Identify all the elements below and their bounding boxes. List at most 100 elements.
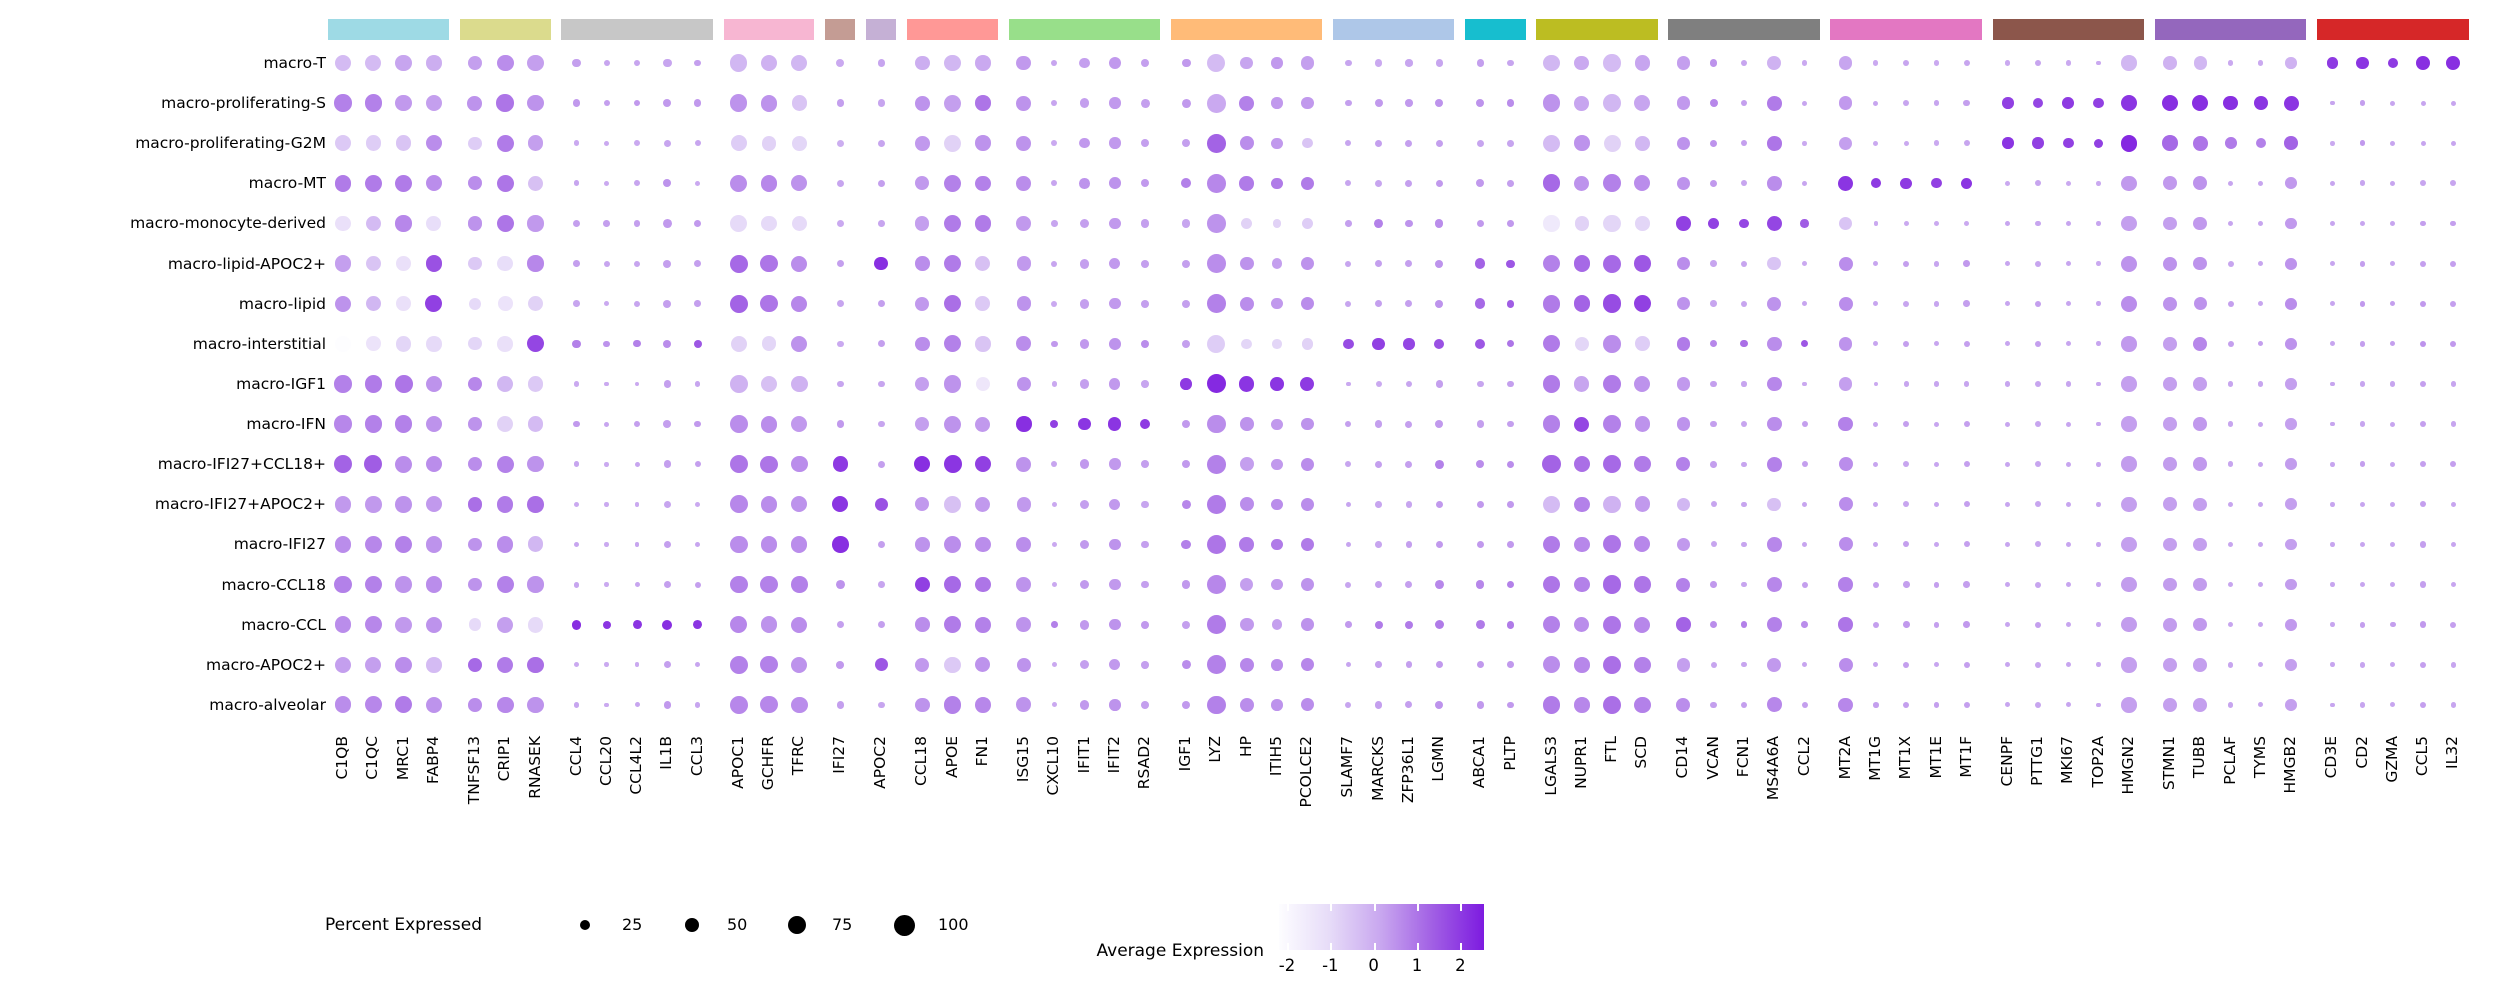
expression-dot — [365, 336, 381, 352]
expression-dot — [832, 536, 849, 553]
expression-dot — [760, 656, 778, 674]
expression-dot — [467, 216, 482, 231]
expression-dot — [2227, 421, 2234, 427]
expression-dot — [729, 575, 748, 594]
expression-dot — [604, 140, 610, 146]
expression-dot — [1740, 340, 1748, 348]
expression-dot — [2121, 576, 2137, 593]
expression-dot — [2163, 457, 2177, 472]
expression-dot — [1634, 135, 1650, 151]
expression-dot — [760, 455, 778, 473]
expression-dot — [1633, 295, 1651, 313]
expression-dot — [1634, 616, 1651, 633]
expression-dot — [1271, 579, 1283, 591]
expression-dot — [1109, 217, 1121, 230]
expression-dot — [634, 421, 641, 428]
expression-dot — [2420, 140, 2426, 146]
expression-dot — [761, 215, 777, 232]
x-tick-label: IL1B — [657, 736, 676, 770]
expression-dot — [944, 174, 962, 192]
expression-dot — [1435, 299, 1444, 308]
expression-dot — [2193, 377, 2208, 391]
expression-dot — [1405, 99, 1413, 107]
x-tick-label: IFIT1 — [1074, 736, 1093, 774]
expression-dot — [1963, 99, 1971, 107]
expression-dot — [496, 174, 514, 192]
expression-dot — [1838, 296, 1853, 311]
expression-dot — [2253, 96, 2268, 111]
x-tick-label: FN1 — [972, 736, 991, 767]
expression-dot — [695, 381, 701, 387]
expression-dot — [1435, 179, 1443, 187]
expression-dot — [2193, 216, 2208, 231]
expression-dot — [915, 657, 930, 672]
expression-dot — [2163, 337, 2177, 351]
expression-dot — [1634, 95, 1651, 112]
expression-dot — [836, 99, 844, 107]
expression-dot — [1271, 57, 1283, 69]
percent-legend-value: 50 — [727, 915, 748, 934]
x-tick-label: TUBB — [2190, 736, 2209, 779]
expression-dot — [2450, 461, 2457, 468]
expression-dot — [1963, 501, 1970, 508]
expression-dot — [832, 456, 849, 472]
expression-dot — [836, 380, 844, 388]
expression-dot — [395, 616, 412, 633]
expression-dot — [2329, 100, 2335, 106]
expression-dot — [1344, 621, 1352, 628]
expression-dot — [877, 99, 885, 107]
expression-dot — [915, 497, 930, 512]
expression-dot — [2193, 457, 2208, 471]
expression-dot — [2005, 702, 2011, 708]
expression-dot — [1375, 661, 1382, 669]
expression-dot — [1271, 258, 1283, 269]
expression-dot — [2390, 461, 2396, 467]
gene-group-bar — [723, 19, 815, 40]
expression-dot — [1801, 421, 1808, 428]
expression-dot — [2035, 541, 2042, 548]
expression-dot — [1574, 55, 1590, 71]
expression-dot — [1238, 376, 1255, 392]
expression-dot — [365, 135, 382, 151]
expression-dot — [1900, 177, 1912, 190]
expression-dot — [2359, 702, 2366, 708]
expression-dot — [1079, 539, 1090, 550]
expression-dot — [975, 416, 991, 432]
expression-dot — [1542, 174, 1561, 193]
expression-dot — [1374, 701, 1383, 709]
x-tick-label: APOC2 — [871, 736, 890, 789]
expression-dot — [729, 174, 748, 193]
expression-dot — [2258, 541, 2264, 547]
expression-dot — [2035, 421, 2042, 428]
expression-dot — [2163, 56, 2177, 70]
expression-dot — [395, 94, 412, 112]
colorbar-tick — [1287, 943, 1289, 950]
expression-dot — [2258, 220, 2264, 227]
expression-dot — [425, 175, 443, 192]
expression-dot — [877, 59, 885, 67]
expression-dot — [1476, 380, 1484, 388]
expression-dot — [2285, 658, 2298, 671]
expression-dot — [1239, 697, 1254, 712]
expression-dot — [975, 616, 991, 633]
expression-dot — [2285, 57, 2297, 69]
expression-dot — [1574, 95, 1590, 111]
expression-dot — [467, 497, 483, 512]
expression-dot — [2227, 621, 2234, 628]
expression-dot — [1141, 540, 1149, 549]
expression-dot — [1838, 175, 1854, 191]
colorbar-tick-label: 0 — [1368, 956, 1379, 975]
expression-dot — [1902, 581, 1910, 588]
expression-dot — [1051, 581, 1057, 588]
expression-dot — [662, 219, 672, 228]
expression-dot — [1838, 457, 1853, 472]
expression-dot — [334, 616, 352, 634]
expression-dot — [634, 702, 640, 708]
expression-dot — [1603, 495, 1621, 514]
expression-dot — [1139, 418, 1151, 430]
expression-dot — [395, 135, 412, 151]
expression-dot — [2193, 176, 2208, 191]
expression-dot — [943, 375, 962, 393]
expression-dot — [1181, 178, 1192, 189]
expression-dot — [2065, 581, 2071, 588]
